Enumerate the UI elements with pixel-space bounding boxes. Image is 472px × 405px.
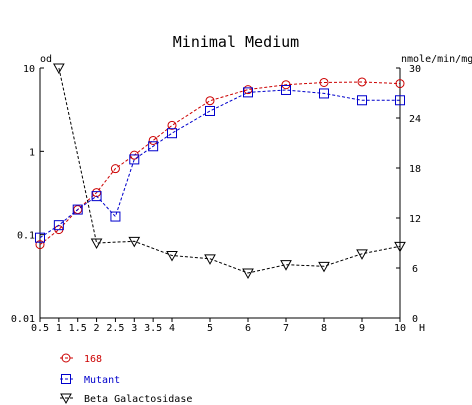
legend-label: Mutant (84, 375, 120, 386)
series-line (39, 81, 401, 245)
data-point (242, 268, 254, 280)
x-tick-label: 8 (321, 323, 327, 334)
data-point (166, 251, 178, 262)
y-left-axis-label: od (40, 54, 52, 65)
data-point (281, 80, 291, 90)
y-right-tick-label: 12 (409, 214, 421, 225)
x-ticks: 0.5 1 1.5 2 2.5 3 3.5 4 5 6 7 8 9 10 (31, 318, 406, 334)
y-left-tick-label: 0.01 (11, 314, 35, 325)
data-point (319, 88, 329, 99)
series-layer (35, 63, 406, 280)
y-left-ticks: 0.01 0.1 1 10 (11, 64, 44, 325)
series-line (58, 67, 401, 274)
data-point (90, 238, 103, 250)
data-point (394, 241, 406, 253)
data-point (167, 128, 177, 139)
data-point (35, 232, 45, 243)
data-point (319, 77, 329, 87)
data-point (148, 135, 158, 145)
data-point (356, 249, 368, 260)
y-right-tick-label: 18 (409, 164, 421, 175)
x-tick-label: 2.5 (106, 323, 124, 334)
data-point (35, 240, 45, 250)
data-point (91, 191, 102, 202)
series-2 (53, 63, 406, 280)
legend-label: 168 (84, 354, 102, 365)
x-tick-label: 10 (394, 323, 406, 334)
y-right-axis-label: nmole/min/mg (401, 54, 472, 65)
data-point (167, 120, 177, 130)
data-point (357, 77, 367, 87)
legend-marker (61, 353, 71, 363)
data-point (205, 96, 215, 106)
y-right-tick-label: 6 (412, 264, 418, 275)
y-right-tick-label: 30 (409, 64, 421, 75)
data-point (204, 254, 216, 265)
y-right-tick-label: 24 (409, 114, 421, 125)
data-point (72, 204, 83, 215)
data-point (280, 260, 292, 271)
x-tick-label: 2 (94, 323, 100, 334)
y-left-tick-label: 0.1 (17, 231, 35, 242)
y-right-tick-label: 0 (412, 314, 418, 325)
data-point (53, 63, 65, 75)
x-tick-label: 5 (207, 323, 213, 334)
data-point (53, 220, 64, 231)
x-tick-label: 7 (283, 323, 289, 334)
legend-label: Beta Galactosidase (84, 394, 192, 405)
data-point (148, 141, 159, 152)
x-tick-label: 1 (56, 323, 62, 334)
x-tick-label: 6 (245, 323, 251, 334)
x-axis-label: H (419, 323, 425, 334)
x-tick-label: 1.5 (69, 323, 87, 334)
data-point (357, 95, 367, 106)
y-left-tick-label: 10 (23, 64, 35, 75)
legend: 168 Mutant Beta Galactosidase (60, 353, 192, 405)
data-point (243, 87, 253, 98)
data-point (395, 79, 405, 89)
x-tick-label: 3.5 (144, 323, 162, 334)
series-line (39, 89, 400, 239)
legend-marker (60, 393, 72, 405)
x-tick-label: 9 (359, 323, 365, 334)
y-left-tick-label: 1 (29, 147, 35, 158)
legend-marker (61, 374, 71, 384)
y-right-ticks: 0 6 12 18 24 30 (396, 64, 421, 325)
data-point (205, 105, 215, 116)
series-1 (35, 84, 405, 243)
data-point (129, 154, 140, 165)
series-0 (35, 77, 405, 250)
x-tick-label: 4 (169, 323, 175, 334)
data-point (128, 236, 141, 248)
x-tick-label: 0.5 (31, 323, 49, 334)
data-point (281, 84, 291, 95)
data-point (318, 261, 330, 273)
data-point (395, 95, 405, 106)
x-tick-label: 3 (131, 323, 137, 334)
data-point (110, 211, 121, 222)
data-point (110, 164, 120, 174)
chart-title: Minimal Medium (173, 33, 299, 51)
